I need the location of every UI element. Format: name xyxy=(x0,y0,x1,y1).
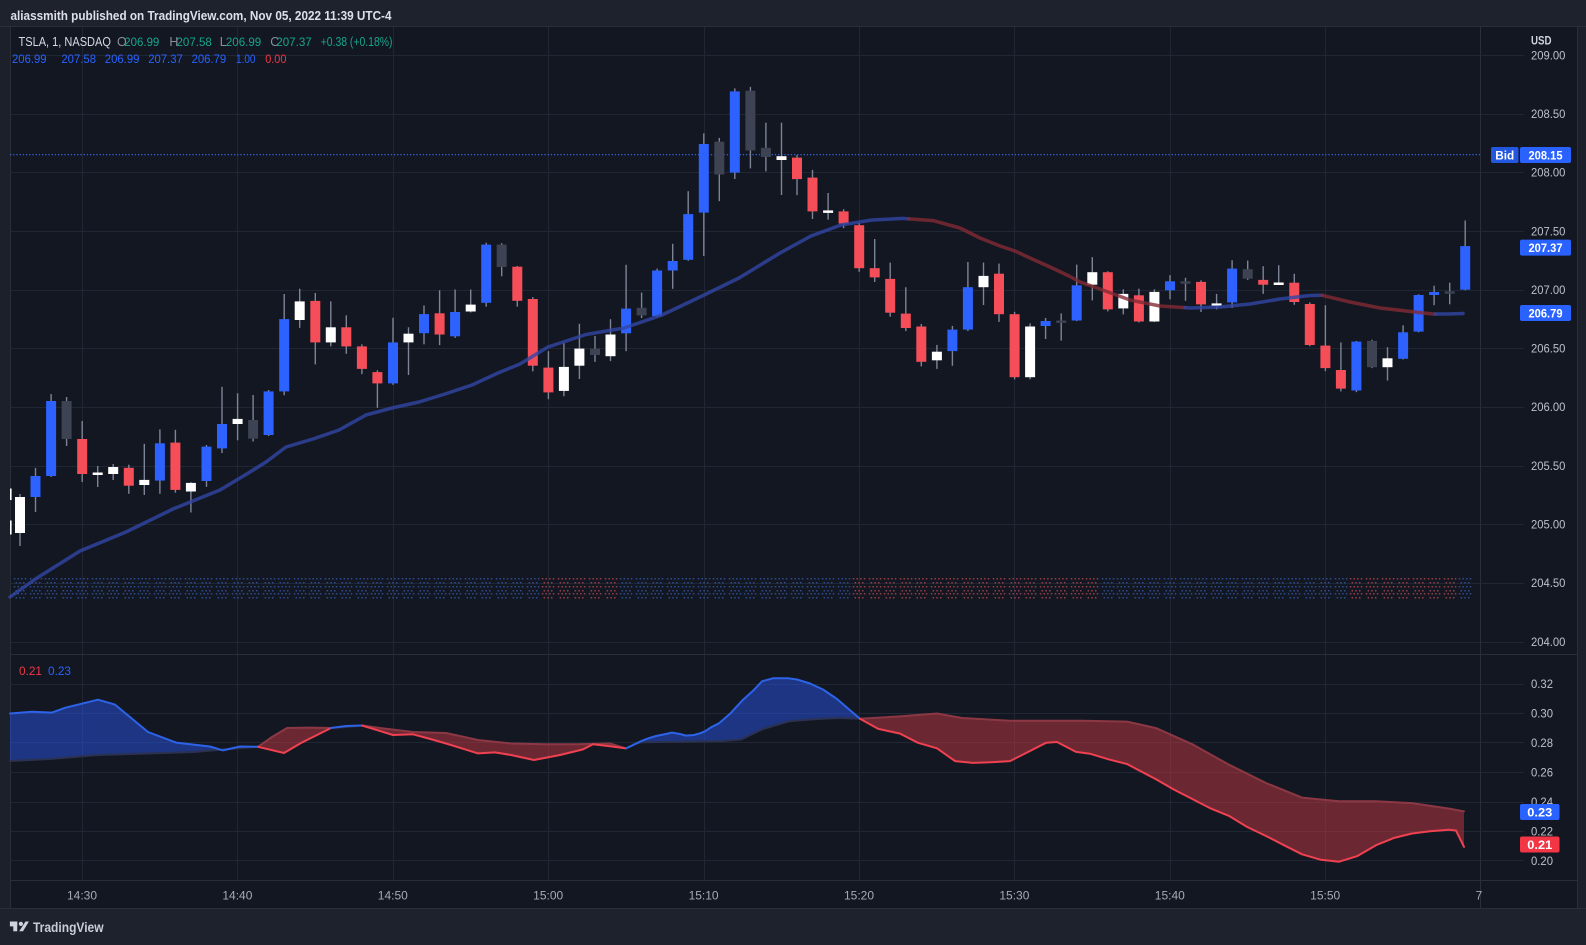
svg-text:15:30: 15:30 xyxy=(999,889,1029,903)
svg-text:205.50: 205.50 xyxy=(1531,459,1566,473)
svg-text:208.50: 208.50 xyxy=(1531,107,1566,121)
svg-text:0.32: 0.32 xyxy=(1531,677,1553,691)
svg-text:0.23: 0.23 xyxy=(48,664,71,678)
svg-text:0.30: 0.30 xyxy=(1531,706,1553,720)
svg-text:0.00: 0.00 xyxy=(265,52,286,66)
svg-text:TSLA, 1, NASDAQ: TSLA, 1, NASDAQ xyxy=(19,35,112,49)
svg-text:15:20: 15:20 xyxy=(844,889,874,903)
svg-text:0.26: 0.26 xyxy=(1531,765,1553,779)
svg-text:207.58: 207.58 xyxy=(61,52,96,66)
svg-text:15:50: 15:50 xyxy=(1310,889,1340,903)
svg-text:209.00: 209.00 xyxy=(1531,48,1566,62)
svg-text:15:40: 15:40 xyxy=(1155,889,1185,903)
svg-text:207.00: 207.00 xyxy=(1531,283,1566,297)
svg-text:USD: USD xyxy=(1531,34,1552,48)
svg-text:C: C xyxy=(270,35,279,49)
svg-text:14:50: 14:50 xyxy=(378,889,408,903)
svg-text:15:10: 15:10 xyxy=(689,889,719,903)
svg-text:15:00: 15:00 xyxy=(533,889,563,903)
svg-text:+0.38 (+0.18%): +0.38 (+0.18%) xyxy=(321,35,393,49)
svg-text:207.37: 207.37 xyxy=(1529,241,1563,255)
svg-text:0.21: 0.21 xyxy=(1527,838,1552,852)
svg-text:206.50: 206.50 xyxy=(1531,342,1566,356)
svg-text:14:40: 14:40 xyxy=(222,889,252,903)
svg-text:206.00: 206.00 xyxy=(1531,400,1566,414)
svg-text:206.99: 206.99 xyxy=(12,52,47,66)
svg-text:206.99: 206.99 xyxy=(124,35,159,49)
svg-text:208.15: 208.15 xyxy=(1529,148,1563,162)
svg-text:7: 7 xyxy=(1476,889,1483,903)
svg-text:204.50: 204.50 xyxy=(1531,576,1566,590)
svg-text:207.50: 207.50 xyxy=(1531,224,1566,238)
svg-text:0.22: 0.22 xyxy=(1531,824,1553,838)
svg-text:aliassmith published on Tradin: aliassmith published on TradingView.com,… xyxy=(11,8,393,23)
svg-text:Bid: Bid xyxy=(1495,148,1514,162)
svg-text:O: O xyxy=(117,35,127,49)
svg-text:207.58: 207.58 xyxy=(177,35,213,49)
svg-text:205.00: 205.00 xyxy=(1531,518,1566,532)
svg-text:0.21: 0.21 xyxy=(19,664,42,678)
svg-text:TradingView: TradingView xyxy=(33,920,104,935)
svg-text:0.23: 0.23 xyxy=(1527,805,1552,819)
svg-text:206.79: 206.79 xyxy=(192,52,227,66)
svg-text:L: L xyxy=(220,35,227,49)
svg-text:0.28: 0.28 xyxy=(1531,736,1553,750)
svg-text:207.37: 207.37 xyxy=(148,52,183,66)
svg-text:204.00: 204.00 xyxy=(1531,635,1566,649)
svg-text:207.37: 207.37 xyxy=(276,35,312,49)
svg-text:206.99: 206.99 xyxy=(226,35,262,49)
svg-text:1.00: 1.00 xyxy=(236,52,256,66)
svg-text:206.99: 206.99 xyxy=(105,52,140,66)
svg-text:206.79: 206.79 xyxy=(1529,306,1563,320)
svg-text:H: H xyxy=(169,35,178,49)
svg-text:0.20: 0.20 xyxy=(1531,854,1553,868)
svg-text:14:30: 14:30 xyxy=(67,889,97,903)
svg-text:208.00: 208.00 xyxy=(1531,166,1566,180)
